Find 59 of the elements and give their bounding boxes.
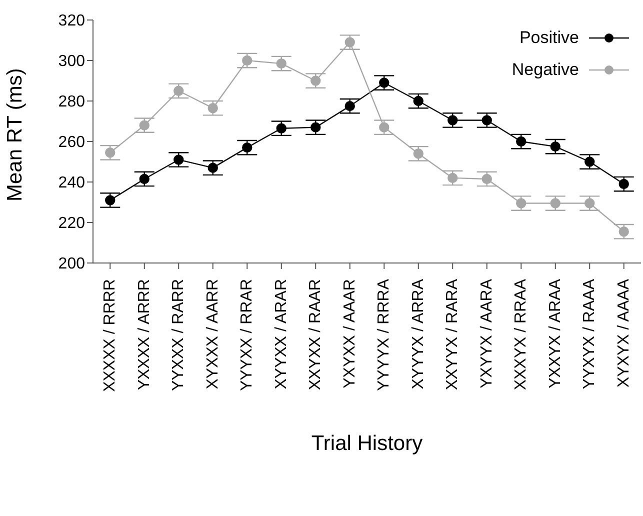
point [105, 148, 116, 158]
point [584, 198, 595, 208]
y-tick-label: 240 [58, 174, 86, 192]
y-tick-label: 300 [58, 53, 86, 70]
x-tick-label: XXYXX / RAAR [307, 279, 324, 390]
point [516, 198, 526, 208]
legend-label: Negative [512, 60, 579, 80]
x-tick-label: XXXXX / RRRR [102, 279, 119, 392]
point [413, 96, 424, 106]
x-tick-label: XYXXX / AARR [204, 279, 222, 390]
x-tick-label: YYXXX / RARR [170, 279, 188, 392]
point [448, 172, 458, 184]
x-tick-label: YXXXX / ARRR [136, 279, 153, 390]
point [413, 148, 424, 159]
point [105, 195, 116, 206]
point [174, 154, 184, 165]
y-tick-label: 320 [58, 12, 86, 30]
y-tick-label: 220 [58, 215, 86, 232]
point [276, 58, 286, 69]
y-tick-label: 260 [58, 134, 86, 152]
point [310, 122, 321, 132]
point [618, 226, 629, 237]
y-tick-label: 280 [58, 94, 86, 111]
point [174, 86, 184, 96]
point [242, 55, 252, 66]
point [276, 123, 286, 134]
x-tick-label: XXYYX / RARA [444, 278, 462, 390]
point [550, 141, 560, 152]
y-tick-label: 200 [58, 256, 86, 273]
point [310, 76, 321, 86]
y-axis-title: Mean RT (ms) [3, 68, 26, 202]
point [208, 102, 218, 114]
point [344, 37, 355, 48]
x-tick-label: YYYXX / RRAR [238, 279, 256, 392]
x-tick-label: YXYYX / AARA [478, 278, 496, 388]
x-axis-title: Trial History [311, 432, 424, 455]
point [379, 78, 390, 88]
point [208, 162, 218, 173]
point [448, 115, 458, 126]
point [379, 122, 390, 132]
x-tick-label: XYXYX / AAAA [615, 278, 632, 388]
x-tick-label: YYYYX / RRRA [376, 278, 393, 392]
point [584, 156, 595, 167]
x-tick-label: XYYYX / ARRA [410, 278, 427, 390]
point [242, 142, 252, 153]
point [139, 120, 150, 130]
point [482, 115, 492, 126]
legend-label: Positive [519, 28, 579, 48]
x-tick-label: XXXYX / RRAA [512, 278, 530, 390]
point [482, 174, 492, 184]
point [344, 100, 355, 112]
point [550, 198, 560, 208]
x-tick-label: YXYXX / AAAR [341, 279, 358, 388]
point [516, 136, 526, 147]
x-tick-label: YYXYX / RAAA [581, 278, 598, 390]
x-tick-label: XYYXX / ARAR [272, 279, 290, 390]
point [139, 174, 150, 184]
x-tick-label: YXXYX / ARAA [546, 278, 564, 388]
point [618, 178, 629, 190]
